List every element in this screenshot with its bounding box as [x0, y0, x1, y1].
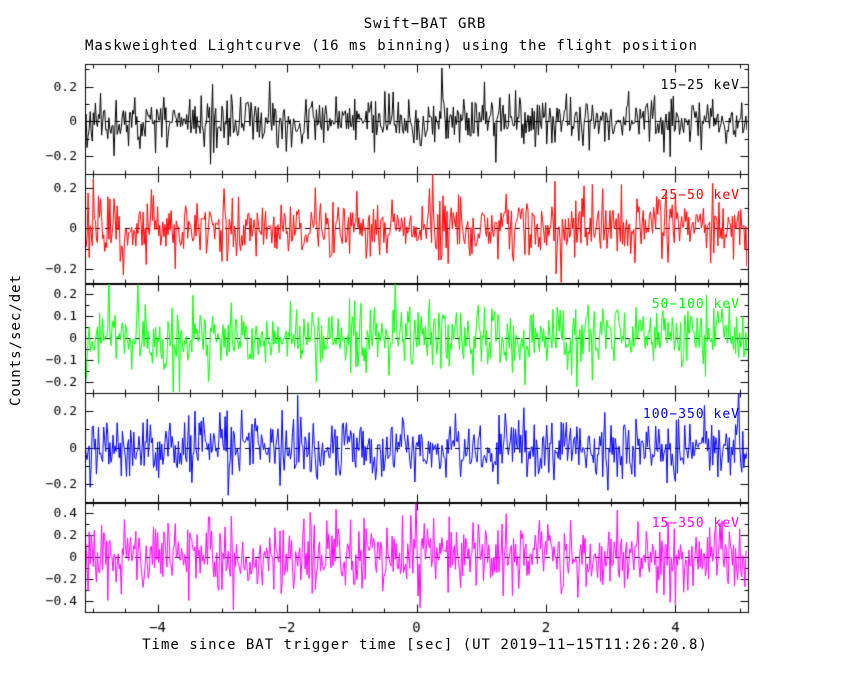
y-axis-label: Counts/sec/det — [8, 273, 24, 407]
chart-title: Swift−BAT GRB — [363, 16, 487, 32]
chart-subtitle: Maskweighted Lightcurve (16 ms binning) … — [85, 38, 698, 54]
x-axis-label: Time since BAT trigger time [sec] (UT 20… — [142, 637, 708, 653]
